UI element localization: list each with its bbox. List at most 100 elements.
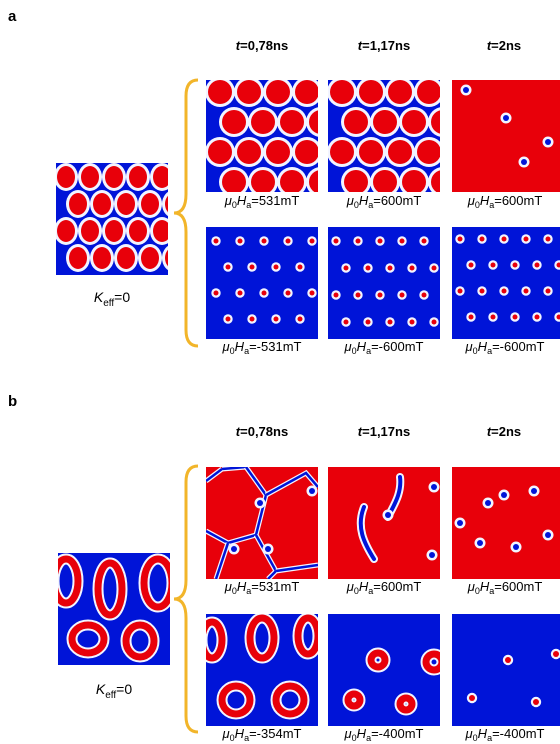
- skyrmion: [485, 500, 491, 506]
- up-domain: [402, 110, 426, 134]
- up-domain: [344, 110, 368, 134]
- up-ring: [294, 614, 318, 658]
- skyrmion: [343, 265, 349, 271]
- skyrmion: [523, 288, 529, 294]
- up-domain: [280, 170, 304, 192]
- brace-a: [173, 78, 199, 348]
- skyrmion: [409, 265, 415, 271]
- up-domain: [295, 80, 318, 104]
- skyrmion: [409, 319, 415, 325]
- up-ring: [344, 690, 364, 710]
- skyrmion: [377, 292, 383, 298]
- skyrmion: [521, 159, 527, 165]
- up-domain: [129, 166, 147, 188]
- up-domain: [373, 170, 397, 192]
- up-domain: [251, 170, 275, 192]
- skyrmion: [249, 264, 255, 270]
- snapshot-a-top-1: [206, 80, 318, 192]
- up-domain: [431, 110, 440, 134]
- skyrmion: [469, 695, 475, 701]
- domain-boundary: [214, 542, 230, 579]
- up-domain: [117, 247, 135, 269]
- background: [328, 467, 440, 579]
- snapshot-a-top-3: [452, 80, 560, 192]
- snapshot-a-bottom-1: [206, 227, 318, 339]
- snapshot-b-bottom-1: [206, 614, 318, 726]
- skyrmion: [225, 264, 231, 270]
- up-domain: [93, 247, 111, 269]
- skyrmion: [257, 500, 263, 506]
- time-label-a-3: t=2ns: [486, 38, 522, 53]
- up-domain: [237, 140, 261, 164]
- skyrmion: [431, 319, 437, 325]
- up-ring: [206, 618, 226, 662]
- skyrmion: [523, 236, 529, 242]
- up-ring: [367, 649, 389, 671]
- snapshot-a-bottom-3: [452, 227, 560, 339]
- skyrmion: [261, 238, 267, 244]
- up-domain: [237, 80, 261, 104]
- skyrmion: [512, 314, 518, 320]
- skyrmion: [553, 651, 559, 657]
- skyrmion: [501, 288, 507, 294]
- domain-boundary: [275, 563, 318, 573]
- skyrmion: [545, 288, 551, 294]
- skyrmion: [237, 290, 243, 296]
- up-ring: [272, 682, 308, 718]
- domain-boundary: [265, 471, 318, 497]
- skyrmion: [355, 292, 361, 298]
- skyrmion: [556, 262, 560, 268]
- up-domain: [295, 140, 318, 164]
- skyrmion: [333, 238, 339, 244]
- skyrmion: [273, 316, 279, 322]
- skyrmion: [534, 262, 540, 268]
- skyrmion: [421, 238, 427, 244]
- skyrmion: [249, 316, 255, 322]
- skyrmion: [429, 552, 435, 558]
- skyrmion: [399, 238, 405, 244]
- up-domain: [359, 80, 383, 104]
- skyrmion: [309, 488, 315, 494]
- skyrmion: [501, 492, 507, 498]
- up-domain: [388, 80, 412, 104]
- snapshot-b-top-1: [206, 467, 318, 579]
- up-domain: [222, 170, 246, 192]
- skyrmion: [463, 87, 469, 93]
- up-domain: [417, 140, 440, 164]
- up-domain: [309, 170, 318, 192]
- keff-label-a: Keff=0: [93, 289, 131, 309]
- field-label-b-bottom-1: μ0Ha=-354mT: [222, 726, 302, 743]
- skyrmion: [387, 265, 393, 271]
- skyrmion: [479, 288, 485, 294]
- skyrmion: [399, 292, 405, 298]
- skyrmion: [431, 484, 437, 490]
- initial-state-b: [58, 553, 170, 665]
- skyrmion: [225, 316, 231, 322]
- background: [452, 80, 560, 192]
- up-ring: [122, 621, 158, 661]
- up-domain: [141, 247, 159, 269]
- skyrmion: [309, 238, 315, 244]
- skyrmion: [490, 314, 496, 320]
- skyrmion: [377, 238, 383, 244]
- up-domain: [153, 166, 168, 188]
- background: [452, 467, 560, 579]
- field-label-a-top-2: μ0Ha=600mT: [346, 193, 422, 210]
- field-label-a-bottom-3: μ0Ha=-600mT: [465, 339, 545, 356]
- up-domain: [330, 140, 354, 164]
- up-ring: [396, 694, 416, 714]
- skyrmion: [213, 238, 219, 244]
- snapshot-b-top-3: [452, 467, 560, 579]
- field-label-b-top-3: μ0Ha=600mT: [467, 579, 543, 596]
- skyrmion: [421, 292, 427, 298]
- keff-label-b: Keff=0: [95, 681, 133, 701]
- skyrmion: [512, 262, 518, 268]
- up-domain: [388, 140, 412, 164]
- skyrmion: [505, 657, 511, 663]
- up-domain: [359, 140, 383, 164]
- field-label-a-top-3: μ0Ha=600mT: [467, 193, 543, 210]
- skyrmion: [513, 544, 519, 550]
- field-label-a-top-1: μ0Ha=531mT: [224, 193, 300, 210]
- up-domain: [81, 166, 99, 188]
- up-domain: [431, 170, 440, 192]
